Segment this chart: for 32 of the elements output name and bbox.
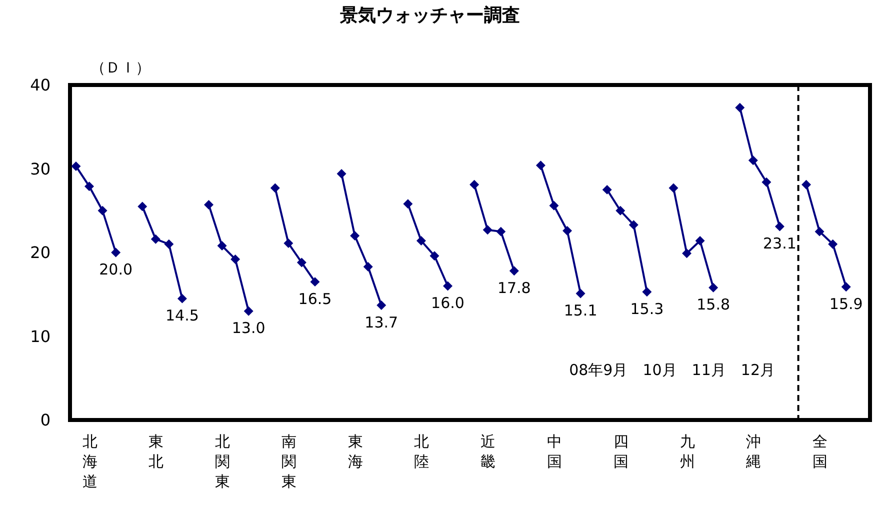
data-label: 23.1 bbox=[763, 234, 796, 253]
data-label: 15.1 bbox=[564, 302, 598, 320]
x-tick-label: 中国 bbox=[546, 432, 562, 470]
x-tick-label: 四国 bbox=[613, 432, 628, 470]
data-label: 20.0 bbox=[99, 260, 133, 278]
y-tick-label: 20 bbox=[30, 243, 50, 262]
data-label: 13.0 bbox=[232, 319, 266, 338]
x-tick-label: 北陸 bbox=[414, 432, 430, 470]
data-label: 16.5 bbox=[298, 290, 332, 308]
x-tick-label: 東海 bbox=[348, 432, 363, 470]
y-tick-label: 40 bbox=[30, 76, 50, 94]
data-label: 15.3 bbox=[630, 300, 664, 318]
y-tick-label: 0 bbox=[40, 410, 50, 430]
x-tick-label: 近畿 bbox=[480, 432, 496, 470]
annotation: 08年9月 10月 11月 12月 bbox=[569, 361, 775, 379]
data-label: 15.8 bbox=[696, 296, 730, 314]
x-tick-label: 全国 bbox=[812, 432, 828, 470]
x-tick-label: 沖縄 bbox=[745, 432, 762, 470]
x-tick-label: 南関東 bbox=[281, 432, 296, 490]
data-label: 13.7 bbox=[364, 313, 398, 332]
x-tick-label: 東北 bbox=[148, 432, 164, 470]
data-label: 15.9 bbox=[829, 294, 863, 313]
x-tick-label: 九州 bbox=[680, 432, 695, 470]
y-tick-label: 30 bbox=[30, 159, 50, 178]
y-tick-label: 10 bbox=[30, 326, 50, 346]
chart-title: 景気ウォッチャー調査 bbox=[339, 5, 520, 26]
x-tick-label: 北海道 bbox=[82, 432, 98, 490]
y-axis-title: （ＤＩ） bbox=[90, 58, 150, 76]
data-label: 16.0 bbox=[431, 294, 464, 312]
data-label: 17.8 bbox=[497, 278, 531, 297]
x-tick-label: 北関東 bbox=[215, 432, 230, 490]
data-label: 14.5 bbox=[165, 306, 199, 325]
